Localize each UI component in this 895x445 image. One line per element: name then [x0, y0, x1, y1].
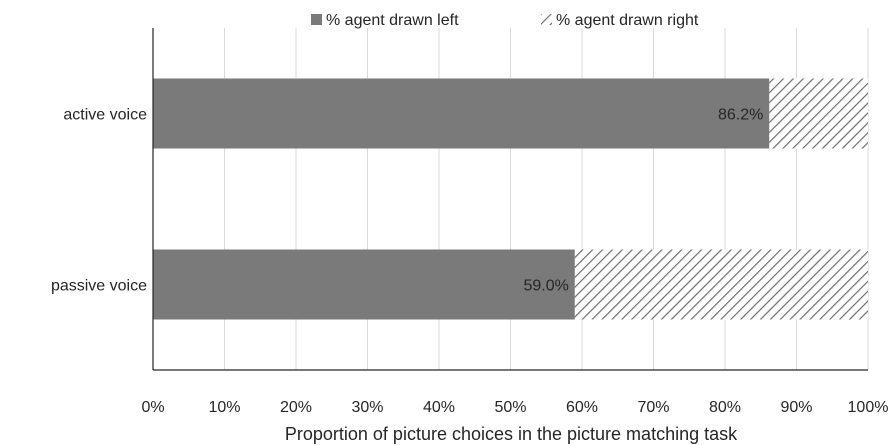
bar-agent-left [153, 78, 770, 149]
data-labels: 86.2% 59.0% [523, 107, 763, 295]
x-tick-label: 20% [280, 399, 312, 416]
x-tick-label: 0% [141, 399, 164, 416]
x-tick-label: 80% [709, 399, 741, 416]
bar-agent-right [769, 78, 868, 149]
x-tick-label: 70% [637, 399, 669, 416]
category-labels: active voice passive voice [51, 107, 147, 295]
bars [153, 78, 868, 320]
x-tick-label: 10% [208, 399, 240, 416]
x-tick-labels: 0% 10% 20% 30% 40% 50% 60% 70% 80% 90% 100% [141, 399, 888, 416]
data-label: 86.2% [718, 107, 763, 124]
x-axis-title: Proportion of picture choices in the pic… [285, 424, 738, 444]
bar-agent-left [153, 249, 575, 320]
x-tick-label: 40% [423, 399, 455, 416]
x-tick-label: 30% [351, 399, 383, 416]
legend-swatch-left [311, 14, 322, 25]
x-tick-label: 100% [848, 399, 889, 416]
category-label: active voice [63, 107, 147, 124]
legend-label-right: % agent drawn right [556, 12, 699, 29]
bar-agent-right [574, 249, 868, 320]
legend-swatch-right [541, 14, 552, 25]
legend: % agent drawn left % agent drawn right [311, 12, 699, 29]
legend-label-left: % agent drawn left [326, 12, 459, 29]
x-tick-label: 50% [494, 399, 526, 416]
x-tick-label: 90% [780, 399, 812, 416]
data-label: 59.0% [523, 278, 568, 295]
x-tick-label: 60% [566, 399, 598, 416]
axes [152, 28, 868, 371]
category-label: passive voice [51, 278, 147, 295]
